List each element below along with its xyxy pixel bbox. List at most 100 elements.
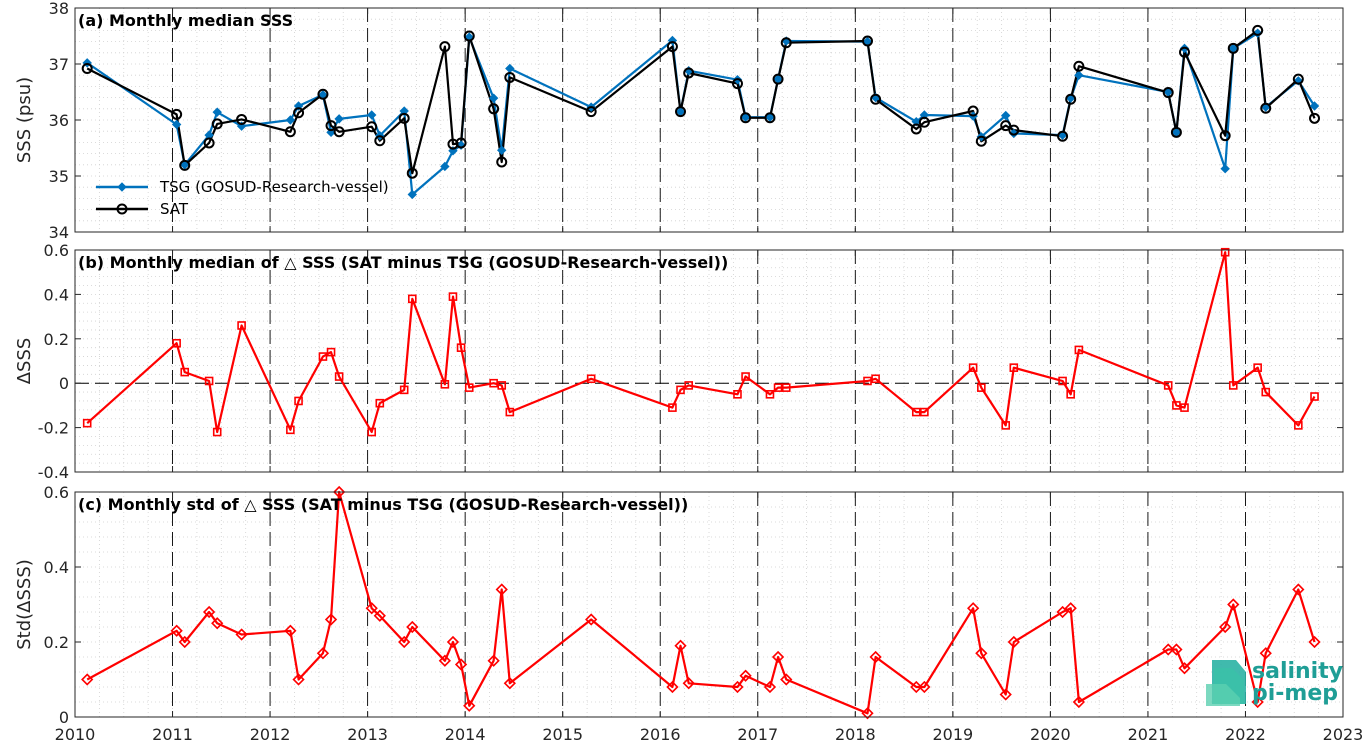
data-point bbox=[764, 112, 776, 124]
data-point bbox=[406, 620, 419, 634]
legend-tsg-marker bbox=[117, 182, 127, 192]
data-point bbox=[1178, 662, 1191, 675]
data-point bbox=[1009, 128, 1019, 139]
data-point bbox=[284, 126, 296, 138]
data-point bbox=[367, 427, 377, 437]
data-point bbox=[455, 137, 467, 149]
data-point bbox=[398, 112, 410, 124]
data-point bbox=[1074, 70, 1084, 80]
data-point bbox=[911, 116, 921, 127]
legend: TSG (GOSUD-Research-vessel) SAT bbox=[96, 178, 389, 218]
series-line-2-0 bbox=[86, 490, 1316, 715]
data-point bbox=[1252, 24, 1264, 36]
panel-c-ylabel: Std(ΔSSS) bbox=[14, 559, 35, 650]
data-point bbox=[172, 338, 181, 348]
data-point bbox=[731, 680, 744, 694]
data-point bbox=[399, 385, 409, 395]
data-point bbox=[170, 624, 183, 637]
data-point bbox=[497, 145, 507, 155]
data-point bbox=[771, 650, 785, 664]
data-point bbox=[918, 680, 931, 694]
y-tick-label: 0.6 bbox=[44, 241, 69, 260]
y-tick-label: 36 bbox=[49, 111, 69, 130]
y-tick-label: 35 bbox=[49, 167, 69, 186]
data-point bbox=[684, 381, 694, 390]
data-point bbox=[505, 407, 515, 417]
y-tick-label: 34 bbox=[49, 223, 69, 242]
x-tick-label: 2014 bbox=[445, 725, 486, 744]
data-point bbox=[1001, 110, 1011, 121]
data-point bbox=[489, 378, 498, 388]
data-point bbox=[1220, 164, 1230, 174]
data-point bbox=[911, 407, 921, 417]
y-tick-label: 0 bbox=[59, 708, 69, 727]
data-point bbox=[871, 374, 880, 384]
x-tick-label: 2011 bbox=[152, 725, 193, 744]
data-point bbox=[497, 381, 507, 390]
plot-frame bbox=[74, 491, 1344, 718]
data-point bbox=[740, 112, 751, 122]
data-point bbox=[763, 680, 777, 694]
data-point bbox=[316, 647, 330, 660]
data-point bbox=[179, 159, 191, 171]
logo-line2: pi-mep bbox=[1252, 681, 1338, 706]
data-point bbox=[967, 105, 979, 117]
y-tick-label: 0.2 bbox=[44, 330, 69, 349]
data-point bbox=[741, 372, 750, 381]
series-line-0-0 bbox=[86, 32, 1316, 196]
salinity-pimep-logo: salinity pi-mep bbox=[1206, 659, 1343, 706]
x-tick-label: 2016 bbox=[640, 725, 681, 744]
data-point bbox=[454, 658, 468, 671]
data-point bbox=[504, 71, 516, 83]
data-point bbox=[869, 650, 882, 664]
data-point bbox=[863, 376, 872, 386]
data-point bbox=[683, 67, 695, 79]
x-tick-label: 2017 bbox=[737, 725, 778, 744]
legend-tsg-label: TSG (GOSUD-Research-vessel) bbox=[159, 178, 389, 196]
data-point bbox=[203, 137, 215, 149]
data-point bbox=[910, 123, 922, 135]
data-point bbox=[448, 292, 458, 301]
data-point bbox=[1294, 421, 1303, 430]
data-point bbox=[495, 583, 508, 596]
data-point bbox=[367, 110, 377, 120]
x-tick-label: 2023 bbox=[1323, 725, 1364, 744]
data-point bbox=[1180, 403, 1189, 412]
x-tick-label: 2013 bbox=[347, 725, 388, 744]
data-point bbox=[1163, 381, 1173, 390]
data-point bbox=[440, 380, 450, 389]
data-point bbox=[1009, 363, 1019, 372]
y-tick-label: 0.2 bbox=[44, 633, 69, 652]
x-tick-label: 2015 bbox=[542, 725, 583, 744]
y-tick-label: 0 bbox=[59, 374, 69, 393]
data-point bbox=[1172, 401, 1181, 410]
data-point bbox=[439, 41, 451, 53]
data-point bbox=[1219, 620, 1232, 634]
data-point bbox=[407, 294, 417, 304]
data-point bbox=[503, 677, 516, 690]
data-point bbox=[1072, 695, 1086, 709]
data-point bbox=[740, 112, 752, 124]
data-point bbox=[488, 103, 500, 115]
data-point bbox=[1008, 124, 1020, 136]
panel-a-ylabel: SSS (psu) bbox=[14, 77, 35, 163]
data-point bbox=[733, 389, 742, 399]
data-point bbox=[1253, 363, 1262, 372]
data-point bbox=[739, 669, 752, 682]
data-point bbox=[1065, 93, 1077, 105]
data-point bbox=[1292, 73, 1304, 85]
x-tick-label: 2019 bbox=[932, 725, 973, 744]
data-point bbox=[674, 639, 687, 652]
data-point bbox=[399, 106, 409, 116]
data-point bbox=[171, 119, 182, 130]
data-point bbox=[765, 112, 775, 122]
y-tick-label: -0.2 bbox=[38, 419, 69, 438]
data-point bbox=[585, 106, 597, 118]
data-point bbox=[1259, 647, 1272, 660]
x-tick-label: 2020 bbox=[1030, 725, 1071, 744]
data-point bbox=[1179, 46, 1190, 58]
data-point bbox=[999, 688, 1012, 701]
data-point bbox=[781, 383, 791, 392]
data-point bbox=[398, 635, 411, 649]
data-point bbox=[212, 427, 222, 437]
